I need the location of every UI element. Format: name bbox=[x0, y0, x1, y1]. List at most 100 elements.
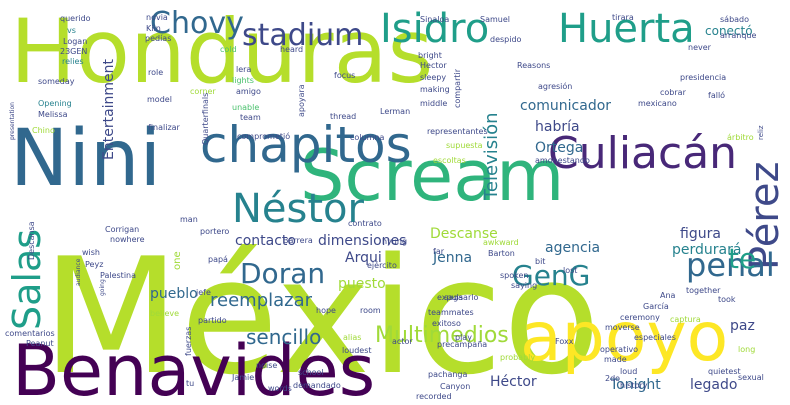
word-cloud-term: sleepy bbox=[420, 73, 446, 82]
word-cloud-term: Jamie bbox=[231, 373, 254, 382]
word-cloud-term: Huerta bbox=[558, 6, 695, 52]
word-cloud-term: apoyo bbox=[520, 298, 728, 377]
word-cloud-term: comunicador bbox=[520, 98, 611, 114]
word-cloud-term: Kiin bbox=[146, 24, 161, 33]
word-cloud-term: papá bbox=[208, 255, 228, 264]
word-cloud-term: room bbox=[360, 306, 381, 315]
word-cloud-term: Hector bbox=[420, 61, 447, 70]
word-cloud-term: contacto bbox=[235, 233, 296, 249]
word-cloud-term: Melissa bbox=[38, 110, 68, 119]
word-cloud-term: contrato bbox=[348, 219, 382, 228]
word-cloud-term: apoyara bbox=[297, 84, 306, 117]
word-cloud-term: demandado bbox=[293, 381, 341, 390]
word-cloud-term: quietest bbox=[708, 367, 741, 376]
word-cloud-term: árbitro bbox=[727, 133, 754, 142]
word-cloud-term: Nini bbox=[10, 114, 161, 204]
word-cloud-term: never bbox=[688, 43, 712, 52]
word-cloud-term: lost bbox=[563, 266, 577, 275]
word-cloud-term: Barrera bbox=[283, 236, 313, 245]
word-cloud-term: Barton bbox=[488, 249, 515, 258]
word-cloud-term: corner bbox=[190, 87, 216, 96]
word-cloud-term: Jenna bbox=[432, 250, 472, 266]
word-cloud-term: finalizar bbox=[148, 123, 181, 132]
word-cloud-term: presidencia bbox=[680, 73, 726, 82]
word-cloud-term: nowhere bbox=[110, 235, 145, 244]
word-cloud-term: going bbox=[99, 279, 106, 296]
word-cloud-term: sábado bbox=[720, 15, 749, 24]
word-cloud-term: ceremony bbox=[620, 313, 660, 322]
word-cloud-term: Isidro bbox=[380, 6, 489, 52]
word-cloud-term: habría bbox=[535, 119, 580, 135]
word-cloud-term: te bbox=[728, 242, 756, 275]
word-cloud-term: exitoso bbox=[432, 319, 461, 328]
word-cloud-term: cobrar bbox=[660, 88, 687, 97]
word-cloud-term: lera bbox=[236, 65, 251, 74]
word-cloud-term: lights bbox=[232, 76, 254, 85]
word-cloud-term: reliz bbox=[757, 125, 765, 140]
word-cloud-term: probably bbox=[500, 353, 535, 362]
word-cloud-term: middle bbox=[420, 99, 447, 108]
word-cloud-term: moverse bbox=[605, 323, 640, 332]
word-cloud-term: Multimedios bbox=[375, 323, 509, 348]
word-cloud-term: precampaña bbox=[437, 340, 487, 349]
word-cloud-term: vs bbox=[67, 26, 76, 35]
word-cloud-term: Lerman bbox=[380, 107, 410, 116]
word-cloud-term: took bbox=[718, 295, 736, 304]
word-cloud-term: especiales bbox=[634, 333, 676, 342]
word-cloud-term: reemplazar bbox=[210, 290, 313, 311]
word-cloud-term: Scream bbox=[300, 135, 564, 217]
word-cloud-term: puesto bbox=[338, 276, 386, 292]
word-cloud-term: Foxx bbox=[555, 337, 574, 346]
word-cloud-term: Tonight bbox=[609, 377, 661, 393]
word-cloud-term: dimensiones bbox=[318, 233, 406, 249]
word-cloud-term: amonestando bbox=[535, 156, 590, 165]
word-cloud-term: conectó bbox=[705, 24, 753, 38]
word-cloud-term: Ana bbox=[660, 291, 676, 300]
word-cloud-term: Arqui bbox=[345, 250, 382, 266]
word-cloud-term: stadium bbox=[242, 18, 363, 53]
word-cloud-term: relies bbox=[62, 57, 84, 66]
word-cloud-term: Samuel bbox=[480, 15, 510, 24]
word-cloud-term: Corrigan bbox=[105, 225, 139, 234]
word-cloud-term: Chovy bbox=[150, 6, 244, 41]
word-cloud-term: tu bbox=[186, 379, 194, 388]
word-cloud-term: Entertainment bbox=[101, 58, 117, 160]
word-cloud-term: Descansa bbox=[27, 221, 36, 260]
word-cloud-term: bright bbox=[418, 51, 442, 60]
word-cloud-term: Pérez bbox=[742, 162, 788, 270]
word-cloud-term: Reasons bbox=[517, 61, 550, 70]
word-cloud-term: noise bbox=[256, 361, 277, 370]
word-cloud-term: heard bbox=[280, 45, 303, 54]
word-cloud-term: sexual bbox=[738, 373, 764, 382]
word-cloud-term: perdurará bbox=[672, 242, 741, 258]
word-cloud-term: 2do bbox=[605, 374, 620, 383]
word-cloud-term: Salas bbox=[5, 229, 49, 330]
word-cloud-term: saying bbox=[511, 281, 537, 290]
word-cloud-term: García bbox=[643, 302, 669, 311]
word-cloud-term: Peyz bbox=[85, 260, 103, 269]
word-cloud-term: despido bbox=[490, 35, 522, 44]
word-cloud-term: comprometió bbox=[237, 131, 290, 141]
word-cloud-term: amigo bbox=[236, 87, 261, 96]
word-cloud-term: loudest bbox=[342, 346, 372, 355]
word-cloud-term: jefe bbox=[195, 288, 211, 297]
word-cloud-term: pachanga bbox=[428, 370, 468, 379]
word-cloud-term: expulsarlo bbox=[437, 293, 478, 302]
word-cloud-term: Peanut bbox=[26, 339, 54, 348]
word-cloud-term: actor bbox=[392, 337, 413, 346]
word-cloud-term: pedías bbox=[145, 34, 171, 43]
word-cloud-term: penal bbox=[686, 246, 775, 284]
word-cloud-term: Sinaloa bbox=[420, 15, 449, 24]
word-cloud-term: columna bbox=[350, 133, 384, 142]
word-cloud-term: chapitos bbox=[200, 116, 412, 174]
word-cloud-term: Chino bbox=[32, 126, 55, 135]
word-cloud-term: far bbox=[433, 247, 445, 256]
word-cloud-term: focus bbox=[334, 71, 355, 80]
word-cloud-term: mexicano bbox=[638, 99, 677, 108]
word-cloud-term: Héctor bbox=[490, 374, 537, 390]
word-cloud-term: pueblo bbox=[150, 286, 198, 302]
word-cloud-term: man bbox=[180, 215, 198, 224]
word-cloud-term: operativo bbox=[600, 345, 638, 354]
word-cloud-term: bit bbox=[535, 257, 545, 266]
